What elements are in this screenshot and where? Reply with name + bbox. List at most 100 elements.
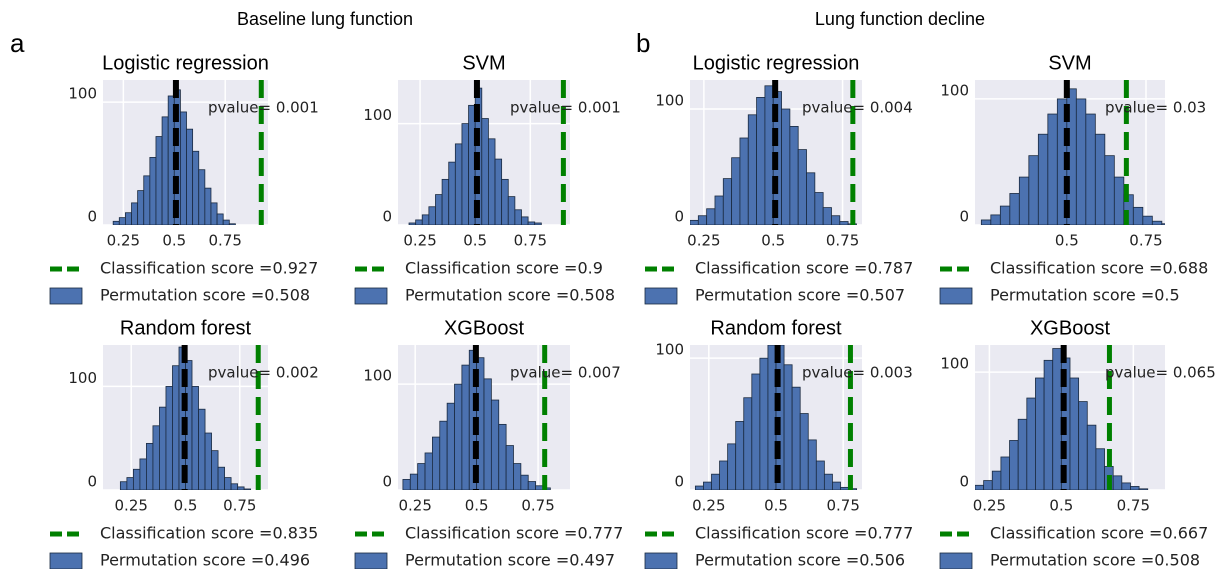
bar xyxy=(217,466,225,490)
y-tick-label: 100 xyxy=(363,106,392,124)
annotation: pvalue= 0.007 xyxy=(510,364,621,382)
bar xyxy=(807,439,817,490)
bar xyxy=(527,481,537,490)
bar xyxy=(1138,488,1149,490)
bar xyxy=(417,463,426,490)
bar xyxy=(192,150,200,225)
x-tick-label: 0.25 xyxy=(973,497,1006,515)
bar xyxy=(1028,155,1039,225)
plot xyxy=(690,80,862,225)
bar xyxy=(165,386,173,490)
y-tick-label: 0 xyxy=(382,473,392,491)
bar xyxy=(198,169,206,225)
y-tick-label: 0 xyxy=(674,473,684,491)
bar xyxy=(823,473,833,490)
x-tick-label: 0.75 xyxy=(1129,232,1162,250)
bar xyxy=(494,158,503,225)
x-tick-label: 0.5 xyxy=(463,232,487,250)
bar xyxy=(461,123,469,225)
bar xyxy=(490,399,500,490)
y-tick-label: 0 xyxy=(674,208,684,226)
bar xyxy=(759,357,769,490)
bar xyxy=(975,484,985,490)
bar xyxy=(161,116,169,225)
legend-label: Permutation score =0.496 xyxy=(100,551,310,569)
group-title: Baseline lung function xyxy=(237,9,413,29)
bar xyxy=(139,458,147,490)
bar xyxy=(1026,397,1036,490)
bar xyxy=(840,486,849,490)
x-tick-label: 0.5 xyxy=(174,497,198,515)
bar xyxy=(527,221,536,225)
y-tick-label: 100 xyxy=(655,341,684,359)
legend-label: Permutation score =0.507 xyxy=(695,286,905,305)
bar xyxy=(1078,401,1088,490)
x-tick-label: 0.25 xyxy=(403,232,436,250)
bar xyxy=(806,172,816,225)
bar xyxy=(983,480,993,490)
bar xyxy=(781,108,791,225)
bar xyxy=(991,470,1002,490)
x-tick-label: 0.5 xyxy=(761,232,785,250)
x-tick-label: 0.5 xyxy=(162,232,186,250)
bar xyxy=(191,386,199,490)
bar xyxy=(697,215,708,225)
plot xyxy=(398,345,570,490)
legend-label: Classification score =0.927 xyxy=(100,259,318,278)
x-tick-label: 0.75 xyxy=(1117,497,1150,515)
bar xyxy=(454,143,463,225)
bar xyxy=(514,209,522,225)
plot xyxy=(975,80,1165,225)
y-tick-label: 0 xyxy=(382,208,392,226)
bar xyxy=(839,221,849,225)
bar xyxy=(690,219,699,225)
bar xyxy=(1000,456,1010,490)
x-tick-label: 0.5 xyxy=(465,497,489,515)
bar xyxy=(118,217,126,225)
bar xyxy=(146,442,154,490)
bar xyxy=(1009,440,1019,490)
bar xyxy=(747,114,757,225)
x-tick-label: 0.5 xyxy=(1055,232,1079,250)
annotation: pvalue= 0.002 xyxy=(208,364,319,382)
bar xyxy=(1130,486,1140,490)
legend-swatch xyxy=(939,552,973,569)
bar xyxy=(505,445,514,490)
annotation: pvalue= 0.003 xyxy=(802,364,913,382)
bar xyxy=(521,216,529,225)
bar xyxy=(513,463,522,490)
bar xyxy=(119,481,128,490)
y-tick-label: 0 xyxy=(959,208,969,226)
bar xyxy=(243,488,252,490)
plot xyxy=(975,345,1165,490)
bar xyxy=(222,219,230,225)
bar xyxy=(1037,133,1049,225)
bar xyxy=(980,219,992,225)
bar xyxy=(448,161,456,225)
bar xyxy=(714,195,724,225)
bar xyxy=(1069,377,1080,490)
bar xyxy=(483,378,492,490)
legend-swatch xyxy=(49,552,83,569)
bar xyxy=(126,477,134,490)
legend-label: Permutation score =0.497 xyxy=(405,551,615,569)
bar xyxy=(791,386,801,490)
bar xyxy=(1009,193,1020,225)
bar xyxy=(751,373,761,490)
bar xyxy=(764,85,774,225)
bar xyxy=(481,118,489,225)
bar xyxy=(402,479,411,490)
bar xyxy=(210,202,218,225)
bar xyxy=(415,219,423,225)
bar xyxy=(230,483,239,490)
panel-letter: a xyxy=(10,28,25,58)
bar xyxy=(727,443,737,490)
plot xyxy=(398,80,570,225)
bar xyxy=(143,175,151,225)
bar xyxy=(131,202,139,225)
group-title: Lung function decline xyxy=(815,9,985,29)
bar xyxy=(990,214,1001,225)
legend-label: Permutation score =0.506 xyxy=(695,551,905,569)
bar xyxy=(783,364,793,490)
bar xyxy=(1085,113,1096,225)
